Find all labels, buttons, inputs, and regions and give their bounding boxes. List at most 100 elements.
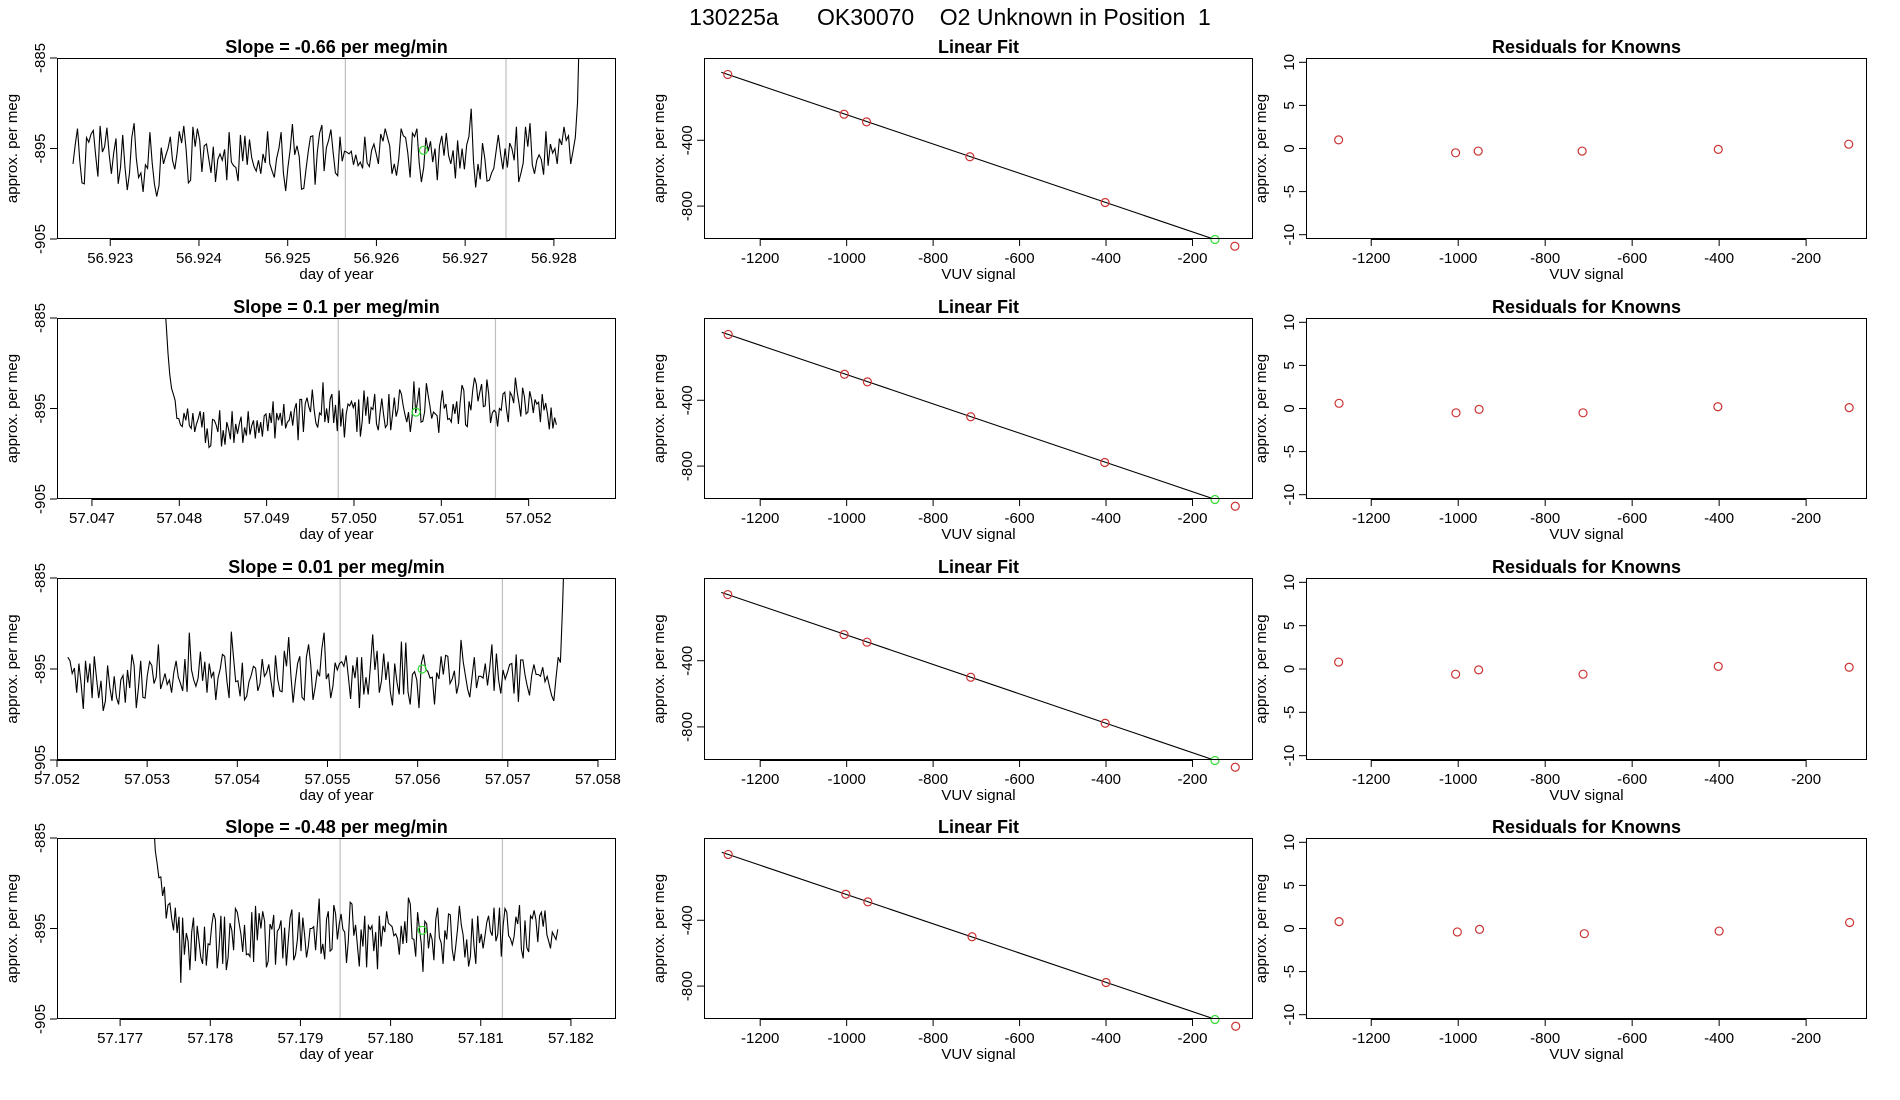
data-point — [1230, 762, 1240, 772]
y-tick-label: -10 — [1281, 1004, 1298, 1026]
x-tick-label: 57.057 — [485, 771, 531, 788]
x-tick-label: 56.924 — [176, 250, 222, 267]
y-tick-label: 0 — [1281, 144, 1298, 152]
x-tick-label: -1000 — [827, 771, 865, 788]
unknown-point — [411, 407, 421, 417]
x-tick-label: -1200 — [741, 771, 779, 788]
x-tick-label: -200 — [1177, 771, 1207, 788]
y-axis-label: approx. per meg — [4, 874, 21, 983]
x-tick-label: -200 — [1177, 510, 1207, 527]
plot-frame — [57, 58, 616, 239]
data-point — [841, 889, 851, 899]
unknown-point — [417, 664, 427, 674]
data-point — [1230, 501, 1240, 511]
x-tick-label: 57.179 — [277, 1030, 323, 1047]
data-point — [1473, 146, 1483, 156]
x-tick-label: -800 — [918, 510, 948, 527]
x-tick-label: 57.178 — [187, 1030, 233, 1047]
chart-title: Slope = -0.66 per meg/min — [225, 37, 448, 57]
chart-title: Slope = 0.1 per meg/min — [233, 297, 440, 317]
x-tick-label: 57.182 — [548, 1030, 594, 1047]
data-point — [723, 849, 733, 860]
chart-title: Residuals for Knowns — [1492, 297, 1681, 317]
y-tick-label: 0 — [1281, 924, 1298, 932]
plot-frame — [1306, 838, 1867, 1019]
x-tick-label: -1200 — [1352, 510, 1390, 527]
unknown-point — [418, 145, 429, 155]
x-tick-label: -1000 — [827, 1030, 865, 1047]
x-tick-label: 56.927 — [442, 250, 488, 267]
y-tick-label: -905 — [32, 224, 49, 254]
series-line — [67, 578, 564, 712]
data-point — [1578, 669, 1588, 679]
x-axis-label: day of year — [299, 526, 373, 543]
fit-line — [721, 71, 1216, 239]
x-tick-label: 57.052 — [506, 510, 552, 527]
x-tick-label: 57.048 — [156, 510, 202, 527]
data-point — [966, 672, 976, 682]
y-axis-label: approx. per meg — [651, 874, 668, 983]
x-axis-label: VUV signal — [1549, 1046, 1623, 1063]
y-tick-label: -10 — [1281, 224, 1298, 246]
y-tick-label: -800 — [679, 712, 696, 742]
x-tick-label: 57.056 — [395, 771, 441, 788]
y-tick-label: 5 — [1281, 101, 1298, 109]
data-point — [1450, 669, 1461, 679]
x-tick-label: -800 — [1530, 771, 1560, 788]
data-point — [1845, 917, 1855, 928]
x-tick-label: -800 — [1530, 250, 1560, 267]
plot-frame — [57, 838, 616, 1019]
x-axis-label: VUV signal — [1549, 526, 1623, 543]
data-point — [863, 897, 873, 907]
chart-title: Linear Fit — [938, 817, 1019, 837]
y-axis-label: approx. per meg — [1253, 614, 1270, 723]
x-tick-label: -400 — [1704, 1030, 1734, 1047]
fit-line — [721, 851, 1217, 1019]
data-point — [1334, 398, 1344, 408]
y-tick-label: -895 — [32, 393, 49, 423]
x-axis-label: day of year — [299, 1046, 373, 1063]
data-point — [861, 117, 872, 127]
series-line — [154, 838, 559, 983]
data-point — [1334, 917, 1344, 927]
y-tick-label: -885 — [32, 303, 49, 333]
fit-line — [721, 331, 1216, 499]
x-tick-label: 57.055 — [305, 771, 351, 788]
x-tick-label: 57.052 — [34, 771, 80, 788]
y-axis-label: approx. per meg — [4, 614, 21, 723]
y-tick-label: -5 — [1281, 965, 1298, 978]
x-tick-label: -400 — [1091, 510, 1121, 527]
data-point — [1713, 402, 1723, 412]
x-tick-label: 57.049 — [244, 510, 290, 527]
y-axis-label: approx. per meg — [1253, 354, 1270, 463]
y-tick-label: -905 — [32, 1004, 49, 1034]
y-axis-label: approx. per meg — [651, 94, 668, 203]
x-tick-label: -1000 — [827, 510, 865, 527]
plot-frame — [57, 318, 616, 499]
y-axis-label: approx. per meg — [1253, 874, 1270, 983]
data-point — [1714, 926, 1724, 936]
y-tick-label: 5 — [1281, 621, 1298, 629]
x-tick-label: -400 — [1704, 250, 1734, 267]
y-tick-label: -400 — [679, 385, 696, 415]
x-tick-label: -1000 — [1439, 1030, 1477, 1047]
x-tick-label: 57.047 — [69, 510, 115, 527]
x-tick-label: -600 — [1617, 250, 1647, 267]
x-tick-label: 57.181 — [458, 1030, 504, 1047]
data-point — [839, 629, 849, 640]
y-tick-label: -5 — [1281, 706, 1298, 719]
y-tick-label: 5 — [1281, 881, 1298, 889]
data-point — [1844, 139, 1854, 149]
x-tick-label: -800 — [1530, 510, 1560, 527]
page-title: 130225a OK30070 O2 Unknown in Position 1 — [689, 4, 1211, 30]
y-tick-label: 0 — [1281, 404, 1298, 412]
data-point — [1577, 146, 1587, 156]
x-tick-label: -1000 — [827, 250, 865, 267]
data-point — [1100, 457, 1110, 468]
chart-title: Linear Fit — [938, 37, 1019, 57]
y-tick-label: 10 — [1281, 54, 1298, 71]
x-tick-label: 57.177 — [97, 1030, 143, 1047]
y-tick-label: -800 — [679, 191, 696, 221]
data-point — [1844, 403, 1854, 413]
x-tick-label: -1000 — [1439, 510, 1477, 527]
